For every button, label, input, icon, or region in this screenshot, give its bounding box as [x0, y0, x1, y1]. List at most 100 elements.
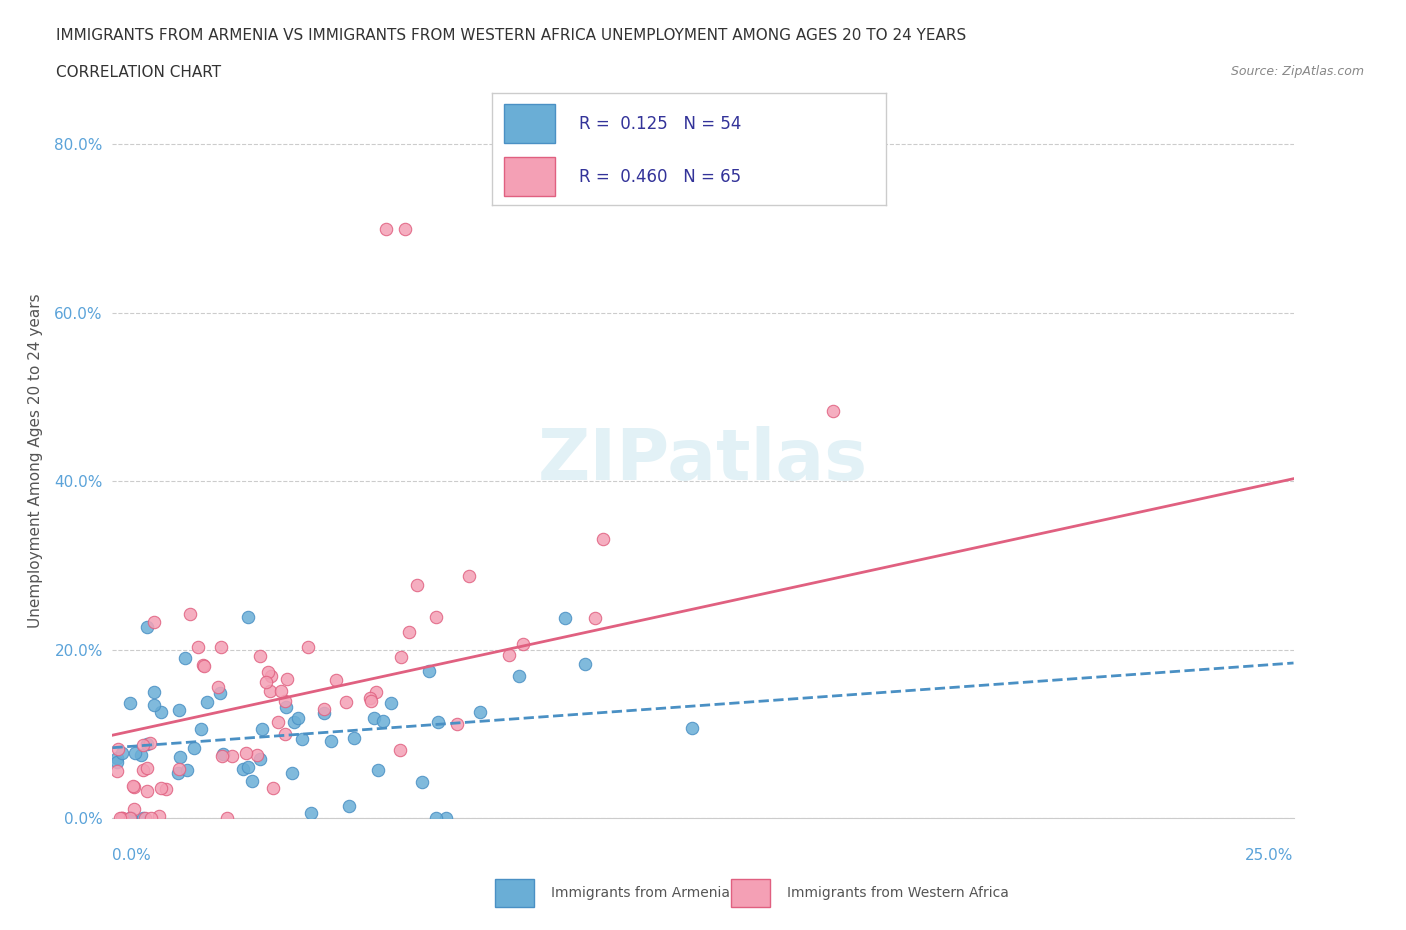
Point [681, 721, 703, 736]
FancyBboxPatch shape [503, 104, 555, 143]
FancyBboxPatch shape [503, 156, 555, 195]
Point [312, 701, 335, 716]
Point [167, 762, 190, 777]
Text: IMMIGRANTS FROM ARMENIA VS IMMIGRANTS FROM WESTERN AFRICA UNEMPLOYMENT AMONG AGE: IMMIGRANTS FROM ARMENIA VS IMMIGRANTS FR… [56, 28, 966, 43]
Point [262, 780, 284, 795]
Point [389, 649, 412, 664]
Point [267, 714, 290, 729]
Point [108, 811, 131, 826]
Point [105, 755, 128, 770]
Point [139, 811, 162, 826]
Point [257, 665, 280, 680]
Point [274, 726, 297, 741]
Text: R =  0.460   N = 65: R = 0.460 N = 65 [579, 167, 741, 186]
Point [821, 404, 844, 418]
Point [138, 736, 160, 751]
Point [405, 578, 427, 592]
Point [574, 657, 596, 671]
Point [240, 774, 263, 789]
Point [259, 684, 281, 698]
Point [111, 811, 134, 826]
Point [256, 675, 278, 690]
Point [280, 766, 302, 781]
Point [148, 808, 170, 823]
Point [135, 737, 157, 751]
Point [249, 751, 271, 766]
Point [359, 691, 381, 706]
Point [209, 640, 232, 655]
Point [174, 650, 197, 665]
Point [143, 684, 166, 699]
Point [107, 741, 129, 756]
Point [325, 672, 347, 687]
Point [498, 647, 520, 662]
Point [136, 783, 159, 798]
Text: R =  0.125   N = 54: R = 0.125 N = 54 [579, 115, 741, 133]
Point [207, 680, 229, 695]
Text: 25.0%: 25.0% [1246, 848, 1294, 863]
Point [155, 781, 177, 796]
Point [176, 763, 198, 777]
Text: Source: ZipAtlas.com: Source: ZipAtlas.com [1230, 65, 1364, 78]
Point [314, 705, 336, 720]
Point [221, 749, 243, 764]
Point [339, 798, 361, 813]
Point [583, 611, 606, 626]
Point [120, 811, 142, 826]
Point [211, 749, 233, 764]
Point [388, 743, 411, 758]
Point [287, 711, 309, 725]
Point [394, 221, 416, 236]
Point [134, 811, 156, 826]
Point [367, 763, 389, 777]
Point [512, 636, 534, 651]
Point [398, 625, 420, 640]
Point [132, 811, 155, 826]
Point [411, 775, 433, 790]
Point [274, 699, 297, 714]
Point [299, 805, 322, 820]
Point [122, 778, 145, 793]
Point [195, 695, 218, 710]
Point [335, 695, 357, 710]
Point [371, 714, 394, 729]
Point [297, 640, 319, 655]
Point [425, 610, 447, 625]
Point [363, 711, 385, 725]
Point [118, 696, 141, 711]
Point [236, 759, 259, 774]
Point [283, 714, 305, 729]
Point [592, 531, 614, 546]
Point [167, 703, 190, 718]
Point [343, 730, 366, 745]
Point [232, 762, 254, 777]
Point [120, 811, 142, 826]
Point [458, 568, 481, 583]
Text: ZIPatlas: ZIPatlas [538, 426, 868, 495]
Point [270, 684, 292, 698]
Point [366, 684, 388, 699]
Point [124, 745, 146, 760]
Point [132, 763, 155, 777]
Text: Immigrants from Armenia: Immigrants from Armenia [551, 885, 730, 900]
Point [252, 722, 274, 737]
Point [554, 611, 576, 626]
Text: 0.0%: 0.0% [112, 848, 152, 863]
Text: CORRELATION CHART: CORRELATION CHART [56, 65, 221, 80]
Point [131, 737, 153, 752]
Point [122, 779, 145, 794]
FancyBboxPatch shape [731, 879, 770, 907]
Point [235, 746, 257, 761]
Point [110, 745, 132, 760]
Point [508, 668, 530, 683]
Point [245, 748, 267, 763]
Point [143, 615, 166, 630]
Point [131, 748, 153, 763]
Point [446, 717, 468, 732]
Point [208, 686, 231, 701]
Text: Immigrants from Western Africa: Immigrants from Western Africa [787, 885, 1010, 900]
Point [468, 705, 491, 720]
Point [150, 780, 173, 795]
FancyBboxPatch shape [495, 879, 534, 907]
Point [249, 648, 271, 663]
